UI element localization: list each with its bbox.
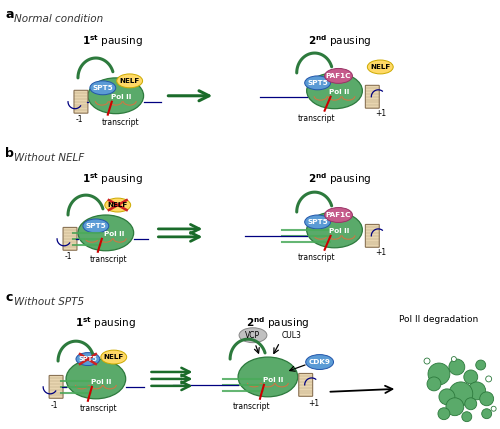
Ellipse shape <box>304 76 330 90</box>
Circle shape <box>491 406 496 411</box>
Text: b: b <box>6 148 14 160</box>
Text: SPT5: SPT5 <box>92 85 113 91</box>
Text: transcript: transcript <box>102 118 140 127</box>
FancyBboxPatch shape <box>298 374 312 396</box>
Text: CDK9: CDK9 <box>308 359 330 365</box>
Text: +1: +1 <box>308 399 319 408</box>
Circle shape <box>427 377 441 391</box>
Ellipse shape <box>90 81 116 95</box>
Text: $\mathbf{1^{st}}$ pausing: $\mathbf{1^{st}}$ pausing <box>82 171 143 187</box>
Text: c: c <box>6 291 12 305</box>
Text: Pol II: Pol II <box>104 231 124 237</box>
Text: Without SPT5: Without SPT5 <box>14 297 84 308</box>
Text: Normal condition: Normal condition <box>14 14 104 24</box>
Text: -1: -1 <box>50 401 58 410</box>
Ellipse shape <box>368 60 393 74</box>
Circle shape <box>439 389 455 405</box>
Text: PAF1C: PAF1C <box>326 212 351 218</box>
Text: Pol II: Pol II <box>110 94 131 100</box>
Text: $\mathbf{1^{st}}$ pausing: $\mathbf{1^{st}}$ pausing <box>82 33 143 49</box>
Text: Pol II degradation: Pol II degradation <box>400 315 478 324</box>
Text: transcript: transcript <box>80 404 118 413</box>
Text: NELF: NELF <box>370 64 390 70</box>
Circle shape <box>449 382 473 406</box>
Text: -1: -1 <box>75 115 82 124</box>
Ellipse shape <box>88 78 144 114</box>
Text: VCP: VCP <box>246 331 260 340</box>
FancyBboxPatch shape <box>366 224 380 247</box>
Circle shape <box>465 398 476 410</box>
Text: Pol II: Pol II <box>90 379 111 385</box>
Text: NELF: NELF <box>108 202 128 208</box>
Text: SPT5: SPT5 <box>307 80 328 86</box>
FancyBboxPatch shape <box>49 375 63 398</box>
Text: Without NELF: Without NELF <box>14 154 84 163</box>
FancyBboxPatch shape <box>366 85 380 108</box>
Ellipse shape <box>105 198 130 212</box>
Circle shape <box>424 358 430 364</box>
Text: Pol II: Pol II <box>330 228 349 234</box>
Text: $\mathbf{2^{nd}}$ pausing: $\mathbf{2^{nd}}$ pausing <box>246 315 310 331</box>
Text: NELF: NELF <box>120 78 140 84</box>
Text: $\mathbf{2^{nd}}$ pausing: $\mathbf{2^{nd}}$ pausing <box>308 33 371 49</box>
Circle shape <box>452 356 456 362</box>
Text: +1: +1 <box>374 248 386 257</box>
Circle shape <box>480 392 494 406</box>
Ellipse shape <box>306 355 334 369</box>
Ellipse shape <box>238 357 298 397</box>
FancyBboxPatch shape <box>63 227 77 250</box>
Text: transcript: transcript <box>298 114 336 123</box>
Ellipse shape <box>324 208 352 223</box>
Text: SPT5: SPT5 <box>307 219 328 225</box>
Ellipse shape <box>66 359 126 399</box>
Circle shape <box>449 359 465 375</box>
Circle shape <box>464 370 477 384</box>
Ellipse shape <box>76 353 100 366</box>
Text: Pol II: Pol II <box>330 89 349 95</box>
Text: a: a <box>6 8 14 21</box>
Text: -1: -1 <box>64 252 72 261</box>
Text: CUL3: CUL3 <box>282 331 302 340</box>
Text: transcript: transcript <box>298 253 336 262</box>
Text: +1: +1 <box>374 109 386 118</box>
Text: Pol II: Pol II <box>262 377 283 383</box>
Ellipse shape <box>239 328 267 343</box>
Ellipse shape <box>101 350 126 364</box>
Text: $\mathbf{2^{nd}}$ pausing: $\mathbf{2^{nd}}$ pausing <box>308 171 371 187</box>
Text: $\mathbf{1^{st}}$ pausing: $\mathbf{1^{st}}$ pausing <box>76 315 136 331</box>
Circle shape <box>438 408 450 420</box>
Text: transcript: transcript <box>233 402 271 411</box>
Circle shape <box>482 409 492 419</box>
Ellipse shape <box>116 74 142 88</box>
Ellipse shape <box>83 219 109 233</box>
Circle shape <box>446 398 464 416</box>
Circle shape <box>428 363 450 385</box>
Text: SPT5: SPT5 <box>86 223 106 229</box>
Text: PAF1C: PAF1C <box>326 73 351 79</box>
Text: SPT5: SPT5 <box>78 356 98 362</box>
FancyBboxPatch shape <box>74 91 88 113</box>
Text: NELF: NELF <box>104 354 124 360</box>
Ellipse shape <box>78 215 134 251</box>
Ellipse shape <box>324 69 352 83</box>
Circle shape <box>476 360 486 370</box>
Circle shape <box>468 382 485 400</box>
Circle shape <box>462 412 472 422</box>
Ellipse shape <box>306 73 362 109</box>
Circle shape <box>486 376 492 382</box>
Ellipse shape <box>304 215 330 229</box>
Text: transcript: transcript <box>90 255 128 264</box>
Ellipse shape <box>306 212 362 248</box>
